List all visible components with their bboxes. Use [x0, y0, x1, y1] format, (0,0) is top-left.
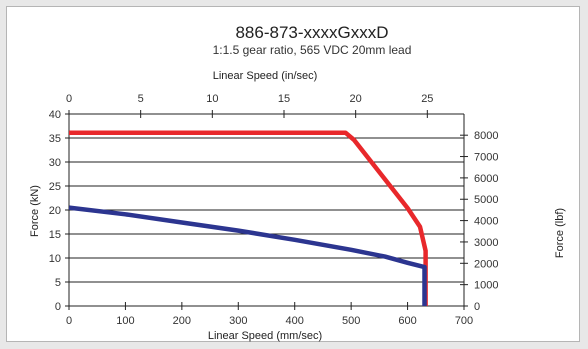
y2-tick-label: 3000 — [474, 237, 498, 249]
y-tick-label: 25 — [49, 181, 61, 193]
y-tick-label: 5 — [55, 277, 61, 289]
x-tick-label: 0 — [66, 315, 72, 327]
y2-tick-label: 4000 — [474, 216, 498, 228]
x-tick-label: 500 — [342, 315, 360, 327]
x-tick-label: 100 — [116, 315, 134, 327]
x-tick-label: 600 — [398, 315, 416, 327]
y-tick-label: 30 — [49, 157, 61, 169]
x2-tick-label: 20 — [350, 93, 362, 105]
y-tick-label: 20 — [49, 205, 61, 217]
y2-axis-label: Force (lbf) — [554, 208, 566, 258]
y-tick-label: 10 — [49, 253, 61, 265]
y-tick-label: 40 — [49, 109, 61, 121]
continuous-force-curve — [68, 205, 427, 306]
y2-tick-label: 7000 — [474, 152, 498, 164]
x-tick-label: 200 — [173, 315, 191, 327]
y2-tick-label: 6000 — [474, 173, 498, 185]
x2-axis-label: Linear Speed (in/sec) — [213, 70, 318, 82]
y2-tick-label: 2000 — [474, 258, 498, 270]
x-tick-label: 700 — [455, 315, 473, 327]
plot-area: 0510152025303540010002000300040005000600… — [49, 93, 499, 327]
peak-force-curve — [69, 130, 428, 306]
y2-tick-label: 0 — [474, 301, 480, 313]
x2-tick-label: 10 — [206, 93, 218, 105]
x-tick-label: 400 — [286, 315, 304, 327]
x-tick-label: 300 — [229, 315, 247, 327]
y2-tick-label: 8000 — [474, 130, 498, 142]
x2-tick-label: 25 — [421, 93, 433, 105]
y-tick-label: 15 — [49, 229, 61, 241]
y-tick-label: 0 — [55, 301, 61, 313]
chart-title: 886-873-xxxxGxxxD — [235, 23, 388, 42]
y2-tick-label: 5000 — [474, 194, 498, 206]
chart-subtitle: 1:1.5 gear ratio, 565 VDC 20mm lead — [213, 43, 412, 57]
y-tick-label: 35 — [49, 133, 61, 145]
chart-card: 886-873-xxxxGxxxD 1:1.5 gear ratio, 565 … — [6, 6, 580, 342]
x-axis-label: Linear Speed (mm/sec) — [208, 330, 322, 342]
y2-tick-label: 1000 — [474, 280, 498, 292]
force-speed-chart: 886-873-xxxxGxxxD 1:1.5 gear ratio, 565 … — [29, 23, 566, 342]
x2-tick-label: 5 — [138, 93, 144, 105]
y-axis-label: Force (kN) — [29, 185, 41, 237]
x2-tick-label: 15 — [278, 93, 290, 105]
x2-tick-label: 0 — [66, 93, 72, 105]
